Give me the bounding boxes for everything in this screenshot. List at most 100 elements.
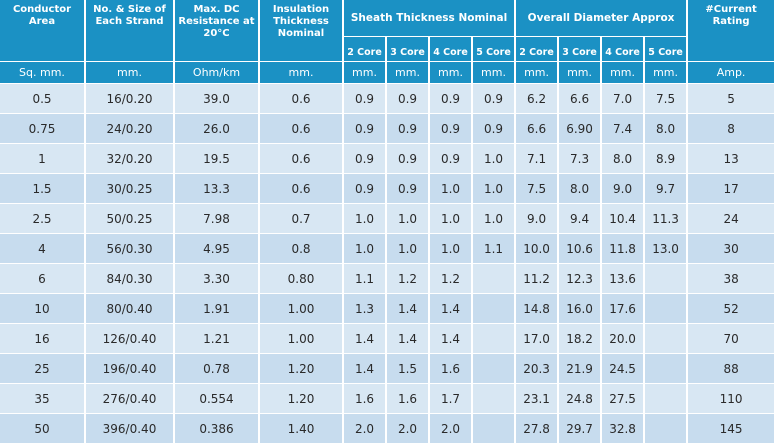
resistance-cell: 1.21 (175, 324, 260, 354)
sheath-4core-cell: 1.0 (430, 174, 473, 204)
diameter-3core-cell: 21.9 (559, 354, 603, 384)
sheath-core-label: 2 Core (344, 37, 387, 62)
sheath-4core-cell: 0.9 (430, 84, 473, 114)
sheath-4core-cell: 1.2 (430, 264, 473, 294)
diameter-3core-cell: 6.6 (559, 84, 603, 114)
sheath-3core-cell: 1.4 (387, 294, 430, 324)
diameter-3core-cell: 29.7 (559, 414, 603, 444)
insulation-cell: 0.8 (260, 234, 344, 264)
sheath-2core-cell: 1.1 (344, 264, 387, 294)
sheath-4core-cell: 1.0 (430, 204, 473, 234)
table-row: 10 80/0.40 1.91 1.00 1.3 1.4 1.4 14.8 16.0 17.6 52 (0, 294, 776, 324)
strand-cell: 50/0.25 (86, 204, 175, 234)
sheath-4core-cell: 1.4 (430, 294, 473, 324)
diameter-2core-cell: 20.3 (516, 354, 560, 384)
current-cell: 24 (688, 204, 776, 234)
sheath-3core-cell: 0.9 (387, 174, 430, 204)
sheath-core-label: 3 Core (387, 37, 430, 62)
sheath-3core-cell: 0.9 (387, 144, 430, 174)
table-row: 35 276/0.40 0.554 1.20 1.6 1.6 1.7 23.1 24.8 27.5… (0, 384, 776, 414)
sheath-5core-cell: 1.0 (473, 144, 517, 174)
diameter-4core-cell: 20.0 (602, 324, 646, 354)
sheath-2core-cell: 1.0 (344, 204, 387, 234)
table-row: 1 32/0.20 19.5 0.6 0.9 0.9 0.9 1.0 7.1 7.3 8.0 8.9 1… (0, 144, 776, 174)
sheath-3core-cell: 1.4 (387, 324, 430, 354)
resistance-cell: 0.554 (175, 384, 260, 414)
diameter-4core-cell: 7.4 (602, 114, 646, 144)
diameter-5core-cell (645, 294, 689, 324)
sheath-5core-cell: 0.9 (473, 84, 517, 114)
insulation-cell: 1.00 (260, 324, 344, 354)
insulation-cell: 1.40 (260, 414, 344, 444)
diameter-5core-cell (645, 354, 689, 384)
insulation-cell: 0.6 (260, 84, 344, 114)
diameter-5core-cell (645, 414, 689, 444)
diameter-unit: mm. (559, 62, 603, 84)
area-cell: 0.5 (0, 84, 86, 114)
current-cell: 30 (688, 234, 776, 264)
sheath-2core-cell: 1.6 (344, 384, 387, 414)
diameter-unit: mm. (602, 62, 646, 84)
sheath-2core-cell: 0.9 (344, 84, 387, 114)
current-cell: 70 (688, 324, 776, 354)
insulation-cell: 0.6 (260, 174, 344, 204)
sheath-3core-cell: 0.9 (387, 114, 430, 144)
strand-cell: 80/0.40 (86, 294, 175, 324)
area-cell: 4 (0, 234, 86, 264)
sheath-5core-cell: 1.0 (473, 204, 517, 234)
sheath-3core-cell: 0.9 (387, 84, 430, 114)
diameter-core-label: 3 Core (559, 37, 603, 62)
diameter-4core-cell: 32.8 (602, 414, 646, 444)
diameter-2core-cell: 17.0 (516, 324, 560, 354)
current-cell: 5 (688, 84, 776, 114)
sheath-4core-cell: 1.4 (430, 324, 473, 354)
table-row: 2.5 50/0.25 7.98 0.7 1.0 1.0 1.0 1.0 9.0 9.4 10.4 1… (0, 204, 776, 234)
resistance-cell: 7.98 (175, 204, 260, 234)
diameter-2core-cell: 23.1 (516, 384, 560, 414)
resistance-cell: 39.0 (175, 84, 260, 114)
diameter-5core-cell (645, 264, 689, 294)
diameter-4core-cell: 10.4 (602, 204, 646, 234)
insulation-cell: 0.7 (260, 204, 344, 234)
sheath-4core-cell: 1.7 (430, 384, 473, 414)
diameter-5core-cell: 8.0 (645, 114, 689, 144)
diameter-4core-cell: 11.8 (602, 234, 646, 264)
diameter-2core-cell: 6.2 (516, 84, 560, 114)
sheath-5core-cell (473, 354, 517, 384)
resistance-cell: 3.30 (175, 264, 260, 294)
sheath-5core-cell: 1.1 (473, 234, 517, 264)
current-cell: 13 (688, 144, 776, 174)
diameter-4core-cell: 9.0 (602, 174, 646, 204)
diameter-2core-cell: 7.1 (516, 144, 560, 174)
sheath-5core-cell (473, 414, 517, 444)
strand-cell: 396/0.40 (86, 414, 175, 444)
diameter-2core-cell: 10.0 (516, 234, 560, 264)
resistance-cell: 1.91 (175, 294, 260, 324)
resistance-cell: 13.3 (175, 174, 260, 204)
diameter-unit: mm. (516, 62, 560, 84)
sheath-unit: mm. (344, 62, 387, 84)
resistance-cell: 0.78 (175, 354, 260, 384)
sheath-5core-cell (473, 294, 517, 324)
sheath-2core-cell: 1.0 (344, 234, 387, 264)
diameter-2core-cell: 6.6 (516, 114, 560, 144)
diameter-3core-cell: 18.2 (559, 324, 603, 354)
strand-cell: 84/0.30 (86, 264, 175, 294)
table-row: 0.5 16/0.20 39.0 0.6 0.9 0.9 0.9 0.9 6.2 6.6 7.0 7.… (0, 84, 776, 114)
diameter-5core-cell: 7.5 (645, 84, 689, 114)
diameter-3core-cell: 7.3 (559, 144, 603, 174)
table-body: 0.5 16/0.20 39.0 0.6 0.9 0.9 0.9 0.9 6.2 6.6 7.0 7.… (0, 84, 776, 444)
sheath-5core-cell (473, 384, 517, 414)
overall-diameter-header: Overall Diameter Approx (516, 0, 689, 37)
table-row: 25 196/0.40 0.78 1.20 1.4 1.5 1.6 20.3 21.9 24.5 8… (0, 354, 776, 384)
strand-cell: 16/0.20 (86, 84, 175, 114)
sheath-3core-cell: 1.0 (387, 234, 430, 264)
insulation-header: Insulation Thickness Nominal (260, 0, 344, 62)
sheath-core-label: 5 Core (473, 37, 517, 62)
strand-cell: 32/0.20 (86, 144, 175, 174)
diameter-core-label: 2 Core (516, 37, 560, 62)
diameter-3core-cell: 12.3 (559, 264, 603, 294)
table-row: 16 126/0.40 1.21 1.00 1.4 1.4 1.4 17.0 18.2 20.0 7… (0, 324, 776, 354)
sheath-3core-cell: 1.2 (387, 264, 430, 294)
